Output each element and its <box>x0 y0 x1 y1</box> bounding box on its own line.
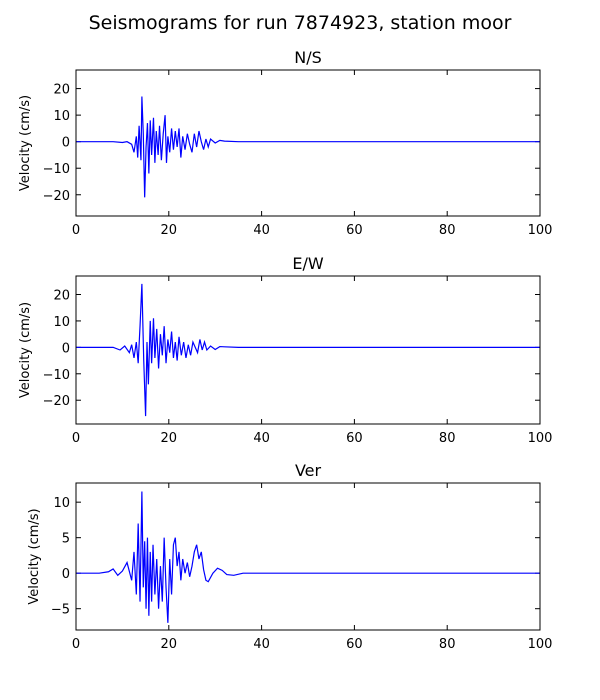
y-tick-label: 20 <box>53 83 70 98</box>
y-tick-label: −20 <box>43 394 70 409</box>
y-axis-label: Velocity (cm/s) <box>18 95 33 191</box>
seismogram-line <box>76 283 540 417</box>
subplot-title: N/S <box>294 48 322 67</box>
y-tick-label: −20 <box>43 189 70 204</box>
y-tick-label: −10 <box>43 162 70 177</box>
x-tick-label: 20 <box>161 637 178 652</box>
axes-frame <box>75 275 541 425</box>
x-tick-label: 100 <box>528 223 553 238</box>
x-tick-label: 60 <box>346 431 363 446</box>
x-tick-label: 80 <box>439 431 456 446</box>
x-tick-label: 60 <box>346 637 363 652</box>
x-tick-label: 0 <box>72 637 80 652</box>
y-axis-label: Velocity (cm/s) <box>18 302 33 398</box>
x-tick-label: 100 <box>528 637 553 652</box>
y-tick-label: 0 <box>62 341 70 356</box>
y-axis-label: Velocity (cm/s) <box>27 508 42 604</box>
y-tick-label: 5 <box>62 532 70 547</box>
axes-frame <box>75 482 541 631</box>
figure-title: Seismograms for run 7874923, station moo… <box>89 12 512 34</box>
y-tick-label: −5 <box>51 603 70 618</box>
x-tick-label: 80 <box>439 223 456 238</box>
x-tick-label: 0 <box>72 431 80 446</box>
subplot-title: E/W <box>292 254 324 273</box>
x-tick-label: 20 <box>161 223 178 238</box>
y-tick-label: 0 <box>62 567 70 582</box>
y-tick-label: 10 <box>53 109 70 124</box>
x-tick-label: 40 <box>253 223 270 238</box>
y-tick-label: 10 <box>53 315 70 330</box>
y-tick-label: 0 <box>62 136 70 151</box>
y-tick-label: 20 <box>53 289 70 304</box>
x-tick-label: 0 <box>72 223 80 238</box>
x-tick-label: 60 <box>346 223 363 238</box>
x-tick-label: 100 <box>528 431 553 446</box>
y-tick-label: −10 <box>43 368 70 383</box>
y-tick-label: 10 <box>53 496 70 511</box>
seismogram-line <box>76 491 540 623</box>
x-tick-label: 20 <box>161 431 178 446</box>
x-tick-label: 40 <box>253 637 270 652</box>
x-tick-label: 40 <box>253 431 270 446</box>
axes-frame <box>75 69 541 217</box>
seismogram-line <box>76 96 540 198</box>
subplot-title: Ver <box>295 461 322 480</box>
x-tick-label: 80 <box>439 637 456 652</box>
